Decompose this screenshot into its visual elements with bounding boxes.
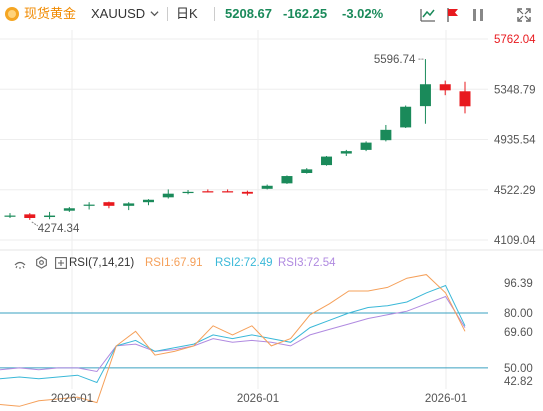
rsi1-line <box>0 274 466 407</box>
date-axis-label: 2026-01 <box>51 393 93 405</box>
candle-body <box>261 185 273 189</box>
candle-body <box>63 208 75 211</box>
divider <box>167 7 168 21</box>
price-tick-label: 4109.04 <box>494 235 536 247</box>
symbol-selector[interactable]: XAUUSD <box>91 6 146 21</box>
eye-icon[interactable] <box>14 257 26 269</box>
candle-body <box>419 84 431 107</box>
candle-body <box>142 199 154 203</box>
chevron-down-icon[interactable] <box>150 9 159 18</box>
rsi3-line <box>0 295 466 373</box>
price-tick-label: 4935.54 <box>494 135 536 147</box>
price-change: -162.25 <box>283 6 328 21</box>
chart-header: 现货黄金 XAUUSD 日K 5208.67 -162.25 -3.02% <box>0 0 543 28</box>
rsi-title: RSI(7,14,21) <box>69 257 135 269</box>
gold-logo-icon <box>5 7 19 21</box>
candle-body <box>340 151 352 154</box>
candle-body <box>301 169 313 174</box>
candle-body <box>241 191 253 194</box>
candle-body <box>281 176 293 184</box>
low-price-label: 4274.34 <box>38 223 80 235</box>
period-selector[interactable]: 日K <box>176 6 198 21</box>
candle-body <box>83 204 95 206</box>
rsi-tick-label: 50.00 <box>504 363 533 375</box>
candle-body <box>4 215 16 217</box>
low-marker <box>31 221 39 227</box>
divider <box>214 7 215 21</box>
rsi2-value: RSI2:72.49 <box>215 257 273 269</box>
rsi-tick-label: 42.82 <box>504 376 533 388</box>
candle-body <box>222 191 234 193</box>
date-axis-label: 2026-01 <box>237 393 279 405</box>
candle-body <box>103 202 115 206</box>
pause-icon[interactable] <box>468 5 488 25</box>
date-axis-label: 2026-01 <box>425 393 467 405</box>
rsi2-line <box>0 284 466 384</box>
rsi3-value: RSI3:72.54 <box>278 257 336 269</box>
flag-icon[interactable] <box>443 5 463 25</box>
rsi-tick-label: 69.60 <box>504 327 533 339</box>
candle-body <box>321 156 333 166</box>
draw-icon[interactable] <box>418 5 438 25</box>
candle-body <box>459 91 471 107</box>
price-change-percent: -3.02% <box>342 6 384 21</box>
candle-body <box>360 142 372 150</box>
rsi-header: RSI(7,14,21) RSI1:67.91 RSI2:72.49 RSI3:… <box>0 256 400 272</box>
candle-body <box>182 191 194 194</box>
candle-body <box>24 214 36 218</box>
candle-body <box>439 84 451 91</box>
settings-icon[interactable] <box>35 256 48 269</box>
instrument-name: 现货黄金 <box>24 6 77 21</box>
price-tick-label: 5762.04 <box>494 34 536 46</box>
last-price: 5208.67 <box>225 6 272 21</box>
price-tick-label: 5348.79 <box>494 84 536 96</box>
high-price-label: 5596.74 <box>374 54 416 66</box>
candle-body <box>44 215 56 218</box>
rsi-tick-label: 96.39 <box>504 278 533 290</box>
fullscreen-icon[interactable] <box>514 5 534 25</box>
price-tick-label: 4522.29 <box>494 185 536 197</box>
candle-body <box>202 191 214 193</box>
candle-body <box>123 203 135 206</box>
rsi-tick-label: 80.00 <box>504 308 533 320</box>
indicator-toggle-icon[interactable] <box>55 257 67 269</box>
rsi1-value: RSI1:67.91 <box>145 257 203 269</box>
candle-body <box>162 193 174 198</box>
candle-body <box>400 106 412 128</box>
candle-body <box>380 129 392 141</box>
